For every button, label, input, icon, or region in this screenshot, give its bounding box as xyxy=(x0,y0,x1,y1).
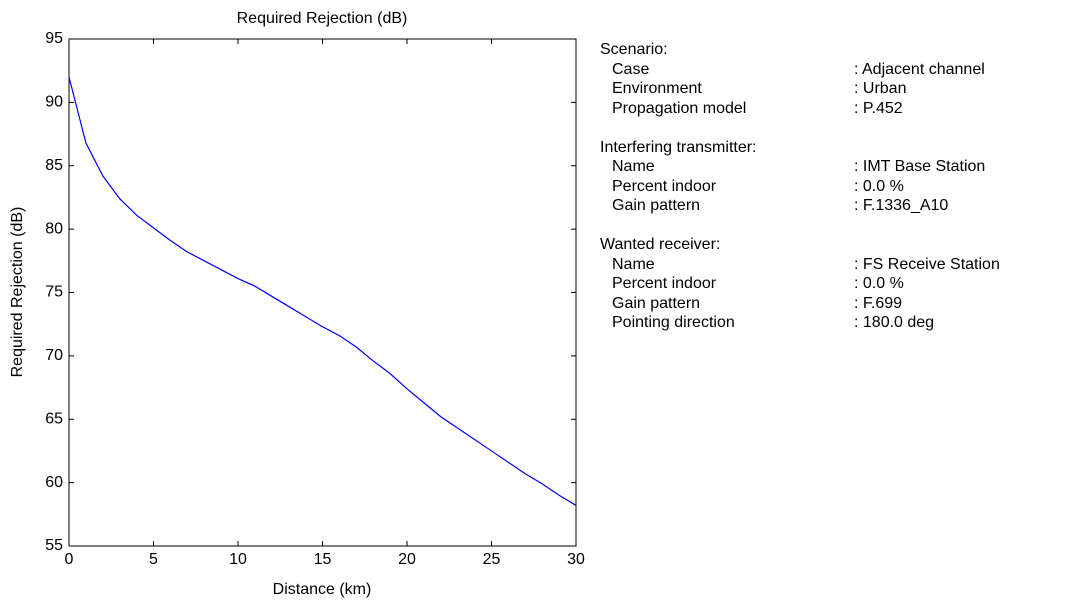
info-value: : 0.0 % xyxy=(854,177,904,195)
info-row: Environment : Urban xyxy=(600,79,1000,99)
info-key: Name xyxy=(612,158,655,175)
info-value: : IMT Base Station xyxy=(854,158,986,175)
info-value: : F.1336_A10 xyxy=(854,197,949,214)
info-key: Percent indoor xyxy=(612,177,717,195)
section-heading: Interfering transmitter: xyxy=(600,138,757,156)
x-tick-label: 25 xyxy=(483,551,501,568)
info-key: Gain pattern xyxy=(612,294,701,312)
x-tick-label: 15 xyxy=(314,551,332,568)
section-heading: Wanted receiver: xyxy=(600,236,721,253)
info-value: : Urban xyxy=(854,80,907,97)
info-row: Gain pattern : F.699 xyxy=(600,294,1000,314)
y-tick-label: 55 xyxy=(45,537,63,554)
y-tick-label: 80 xyxy=(45,220,63,237)
y-tick-label: 70 xyxy=(45,347,63,364)
info-row: Percent indoor : 0.0 % xyxy=(600,177,1000,197)
info-value: : FS Receive Station xyxy=(854,255,1000,273)
y-tick-label: 85 xyxy=(45,157,63,174)
info-section: Scenario: Case: Adjacent channel Environme… xyxy=(600,40,1000,118)
y-axis-label: Required Rejection (dB) xyxy=(9,207,26,378)
info-value: : F.699 xyxy=(854,294,903,312)
y-tick-label: 95 xyxy=(45,30,63,47)
x-tick-label: 20 xyxy=(398,551,416,568)
x-tick-label: 5 xyxy=(149,551,158,568)
plot-frame xyxy=(68,38,577,547)
info-section: Wanted receiver: Name : FS Receive Station… xyxy=(600,235,1000,333)
section-heading: Scenario: xyxy=(600,41,668,58)
info-row: Name : FS Receive Station xyxy=(600,255,1000,275)
info-row: Gain pattern : F.1336_A10 xyxy=(600,196,1000,216)
info-value: : Adjacent channel xyxy=(854,60,985,78)
info-key: Gain pattern xyxy=(612,197,701,214)
info-key: Case xyxy=(612,60,650,78)
info-row: Pointing direction : 180.0 deg xyxy=(600,313,1000,333)
info-value: : 180.0 deg xyxy=(854,314,935,331)
chart: Required Rejection (dB) Distance (km) Re… xyxy=(9,10,585,598)
info-panel: Scenario: Case: Adjacent channel Environme… xyxy=(600,40,1000,352)
x-tick-label: 30 xyxy=(567,551,585,568)
info-key: Environment xyxy=(612,80,702,97)
info-row: Name : IMT Base Station xyxy=(600,157,1000,177)
y-tick-label: 90 xyxy=(45,94,63,111)
info-section: Interfering transmitter: Name : IMT Base S… xyxy=(600,138,1000,216)
info-key: Percent indoor xyxy=(612,275,717,292)
y-tick-label: 65 xyxy=(45,410,63,427)
info-key: Propagation model xyxy=(612,99,747,117)
y-tick-label: 75 xyxy=(45,284,63,301)
x-tick-label: 0 xyxy=(65,551,74,568)
info-key: Pointing direction xyxy=(612,314,735,331)
info-row: Propagation model : P.452 xyxy=(600,99,1000,119)
info-key: Name xyxy=(612,255,655,273)
y-tick-label: 60 xyxy=(45,474,63,491)
info-value: : 0.0 % xyxy=(854,275,904,292)
info-row: Case : Adjacent channel xyxy=(600,60,1000,80)
x-axis-label: Distance (km) xyxy=(273,581,372,598)
data-line xyxy=(68,76,577,506)
chart-title: Required Rejection (dB) xyxy=(237,10,408,27)
x-tick-label: 10 xyxy=(229,551,247,568)
info-value: : P.452 xyxy=(854,99,903,117)
info-row: Percent indoor : 0.0 % xyxy=(600,274,1000,294)
